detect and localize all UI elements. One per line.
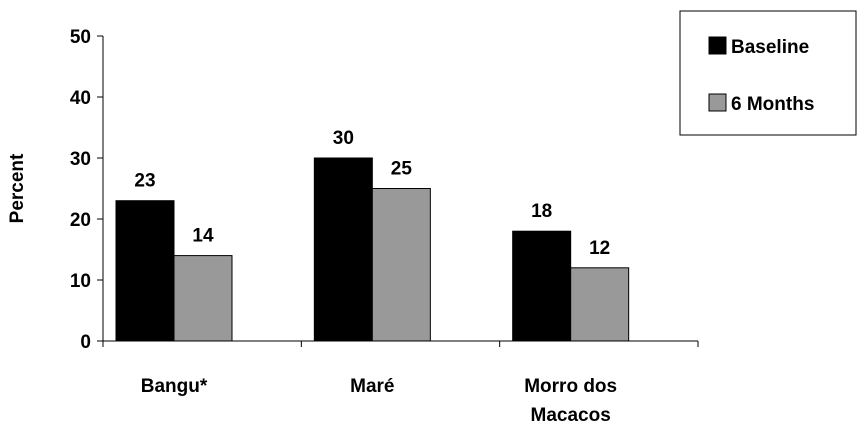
- bar: [115, 200, 175, 342]
- bar: [173, 255, 233, 342]
- data-label: 14: [192, 226, 214, 247]
- category-label-line: Macacos: [531, 405, 611, 424]
- bars: [115, 157, 630, 342]
- category-label-line: Bangu*: [141, 376, 208, 397]
- y-tick-label: 20: [70, 210, 91, 231]
- bar: [371, 188, 431, 342]
- y-tick-label: 0: [80, 332, 91, 353]
- x-axis: [102, 340, 699, 347]
- category-label: Morro dos Macacos: [524, 376, 617, 424]
- category-labels: Bangu* Maré Morro dos Macacos: [141, 376, 617, 424]
- y-tick-label: 40: [70, 88, 91, 109]
- legend-swatch-baseline: [708, 36, 727, 55]
- data-label: 12: [589, 238, 610, 259]
- category-label: Maré: [350, 376, 394, 397]
- legend-swatch-6-months: [708, 93, 727, 112]
- category-label-line: Maré: [350, 376, 394, 397]
- legend: Baseline 6 Months: [679, 10, 857, 136]
- y-tick-label: 10: [70, 271, 91, 292]
- bar: [313, 157, 373, 342]
- category-label: Bangu*: [141, 376, 208, 397]
- y-axis: 0 10 20 30 40 50: [70, 27, 104, 353]
- data-label: 23: [134, 171, 155, 192]
- y-tick-label: 30: [70, 149, 91, 170]
- data-label: 30: [333, 128, 354, 149]
- data-label: 18: [531, 201, 552, 222]
- data-labels: 23 14 30 25 18 12: [134, 128, 610, 259]
- y-axis-title: Percent: [7, 153, 28, 223]
- bar: [512, 230, 572, 342]
- data-label: 25: [391, 159, 413, 180]
- y-tick-label: 50: [70, 27, 91, 48]
- legend-label-baseline: Baseline: [731, 37, 809, 58]
- legend-box: [679, 10, 857, 136]
- category-label-line: Morro dos: [524, 376, 617, 397]
- legend-label-6-months: 6 Months: [731, 94, 814, 115]
- bar: [570, 267, 630, 342]
